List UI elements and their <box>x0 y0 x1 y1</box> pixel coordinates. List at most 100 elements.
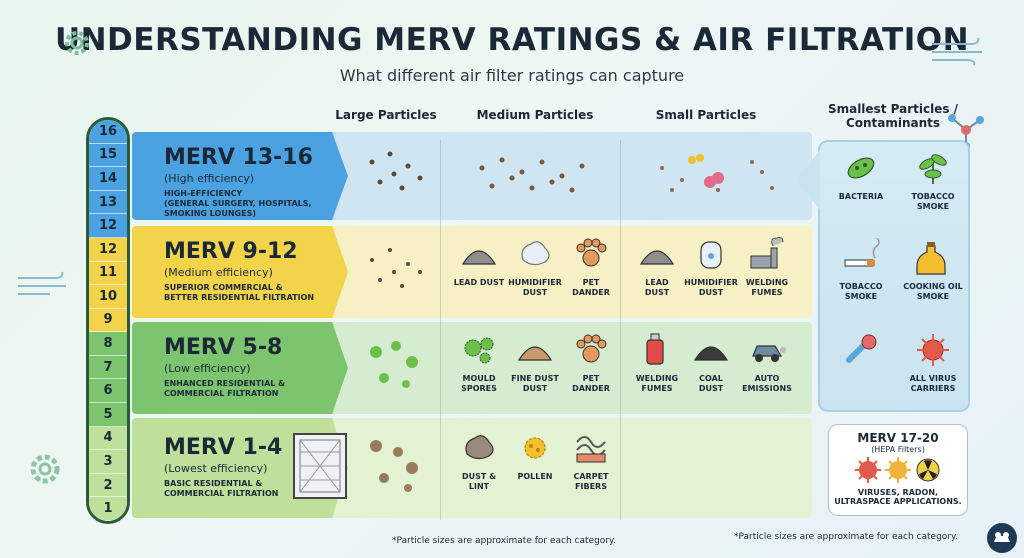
item-label: BACTERIA <box>838 192 884 201</box>
scale-segment: 6 <box>89 379 127 404</box>
item-label: FINE DUST <box>511 374 559 383</box>
tier-label: MERV 13-16 (High efficiency) HIGH-EFFICIEN… <box>164 146 313 219</box>
item-label: SMOKE <box>844 292 878 301</box>
scale-number: 7 <box>103 359 113 375</box>
item-label: LEAD DUST <box>453 278 505 287</box>
pollen-icon <box>524 437 546 459</box>
tier-name: MERV 13-16 <box>164 145 313 170</box>
tier-name: MERV 1-4 <box>164 435 283 460</box>
medium-particle-item: HUMIDIFIER DUST <box>500 234 570 298</box>
scale-number: 15 <box>98 147 118 163</box>
small-particles-icon <box>660 154 774 192</box>
column-header-small: Small Particles <box>655 108 757 122</box>
scale-number: 12 <box>98 218 118 234</box>
medium-particle-item: POLLEN <box>500 428 570 482</box>
small-particle-item: LEAD DUST <box>622 234 692 298</box>
scale-segment: 11 <box>89 261 127 286</box>
humidifier-icon <box>700 241 722 269</box>
gear-icon <box>65 31 89 55</box>
small-particle-item: HUMIDIFIER DUST <box>676 234 746 298</box>
merv-tier-band: MERV 9-12 (Medium efficiency) SUPERIOR COM… <box>132 226 812 318</box>
tier-description-line: ENHANCED RESIDENTIAL & <box>164 379 286 388</box>
scale-segment: 2 <box>89 473 127 498</box>
merv-tier-band: MERV 5-8 (Low efficiency) ENHANCED RESIDEN… <box>132 322 812 414</box>
item-label: CARRIERS <box>910 384 956 393</box>
item-label: HUMIDIFIER <box>684 278 738 287</box>
large-particles-icon <box>370 341 418 388</box>
molecule-icon <box>846 334 877 363</box>
item-label: WELDING <box>635 374 679 383</box>
hepa-subtitle: (HEPA Filters) <box>871 445 925 454</box>
column-divider <box>440 140 441 520</box>
item-label: FUMES <box>641 384 673 393</box>
pet-dander-icon <box>576 334 607 363</box>
item-label: POLLEN <box>517 472 553 481</box>
merv-tier-band: MERV 1-4 (Lowest efficiency) BASIC RESIDEN… <box>132 418 812 518</box>
item-label: AUTO <box>754 374 780 383</box>
scale-segment: 3 <box>89 450 127 474</box>
smallest-particle-item: BACTERIA <box>826 148 896 202</box>
scale-segment: 12 <box>89 214 127 238</box>
scale-segment: 9 <box>89 308 127 333</box>
scale-segment: 16 <box>89 120 127 144</box>
scale-number: 9 <box>103 312 113 328</box>
tier-efficiency: (Medium efficiency) <box>164 266 273 279</box>
medium-particle-item: DUST & LINT <box>444 428 514 492</box>
item-label: WELDING <box>745 278 789 287</box>
column-header-medium: Medium Particles <box>476 108 594 122</box>
scale-number: 2 <box>103 477 113 493</box>
item-label: DUST <box>698 288 724 297</box>
item-label: TOBACCO <box>839 282 883 291</box>
item-label: PET <box>582 278 600 287</box>
item-label: FIBERS <box>575 482 607 491</box>
lead-dust-icon <box>639 250 675 265</box>
mould-spores-icon <box>464 337 494 364</box>
scale-number: 4 <box>103 430 113 446</box>
footnote-right: *Particle sizes are approximate for each… <box>734 532 958 542</box>
welding-fumes-icon <box>750 237 784 269</box>
scale-number: 6 <box>103 383 113 399</box>
tier-description-line: COMMERCIAL FILTRATION <box>164 489 279 498</box>
tier-description-line: SMOKING LOUNGES) <box>164 209 256 218</box>
air-filter-icon <box>293 433 347 499</box>
bacteria-icon <box>847 157 875 179</box>
tier-label: MERV 5-8 (Low efficiency) ENHANCED RESIDEN… <box>164 336 285 399</box>
fine-dust-icon <box>517 346 553 361</box>
tier-description-line: SUPERIOR COMMERCIAL & <box>164 283 283 292</box>
dust-lint-icon <box>465 435 494 460</box>
column-divider <box>620 140 621 520</box>
item-label: SMOKE <box>916 202 950 211</box>
large-particles-icon <box>369 151 423 191</box>
item-label: LINT <box>468 482 490 491</box>
tier-label: MERV 1-4 (Lowest efficiency) BASIC RESIDEN… <box>164 436 282 499</box>
item-label: DUST <box>522 288 548 297</box>
small-particle-item: COAL DUST <box>676 330 746 394</box>
tier-efficiency: (Low efficiency) <box>164 362 251 375</box>
merv-tier-band: MERV 13-16 (High efficiency) HIGH-EFFICIEN… <box>132 132 812 220</box>
wind-icon <box>932 37 982 66</box>
item-label: PET <box>582 374 600 383</box>
column-header-smallest: Smallest Particles / Contaminants <box>808 102 978 130</box>
cooking-oil-icon <box>916 242 946 275</box>
footnote-left: *Particle sizes are approximate for each… <box>392 536 616 546</box>
item-label: TOBACCO <box>911 192 955 201</box>
tier-description-line: HIGH-EFFICIENCY <box>164 189 243 198</box>
column-header-smallest-line2: Contaminants <box>845 116 941 130</box>
welding-fumes-icon <box>646 333 664 365</box>
item-label: LEAD <box>645 278 669 287</box>
medium-particle-item: PET DANDER <box>556 330 626 394</box>
hepa-desc-line1: VIRUSES, RADON, <box>857 488 939 497</box>
smallest-particle-item: ALL VIRUS CARRIERS <box>898 330 968 394</box>
scale-segment: 13 <box>89 190 127 215</box>
auto-emissions-icon <box>752 345 786 362</box>
scale-segment: 5 <box>89 403 127 427</box>
tier-arrow <box>322 132 348 220</box>
item-label: DANDER <box>572 288 610 297</box>
cigarette-icon <box>844 237 880 267</box>
tier-efficiency: (Lowest efficiency) <box>164 462 268 475</box>
item-label: DUST <box>698 384 724 393</box>
tier-description-line: BETTER RESIDENTIAL FILTRATION <box>164 293 315 302</box>
logo-icon <box>987 523 1017 553</box>
medium-particle-item: PET DANDER <box>556 234 626 298</box>
page-title: UNDERSTANDING MERV RATINGS & AIR FILTRAT… <box>54 22 970 58</box>
